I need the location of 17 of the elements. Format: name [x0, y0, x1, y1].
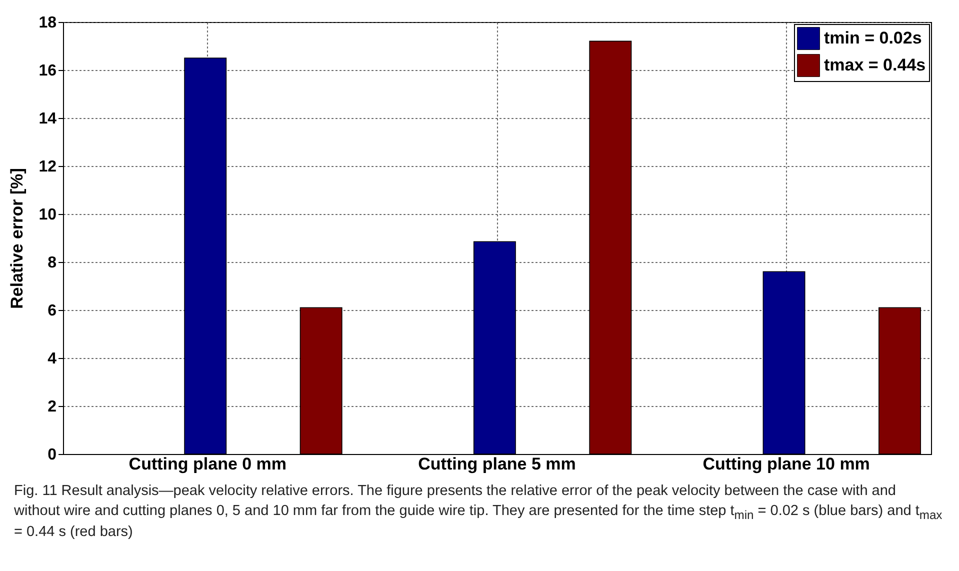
text: Fig. 11 Result analysis—peak velocity relative errors. The figure presents the relative error of the peak velocity between the case with and without wire and cutting planes 0, 5 and 10 mm far from the guide wire tip. They are presented for the time step t$_{min}$ = 0.02 s (blue bars) and t$_{max}$ = 0.44 s (red bars): [14, 483, 942, 540]
y-axis-title: Relative error [%]: [8, 168, 27, 309]
y-tick-label: 14: [38, 110, 57, 128]
y-tick-label: 2: [48, 398, 57, 416]
y-tick-label: 8: [48, 254, 57, 272]
legend-label: tmin = 0.02s: [824, 28, 922, 48]
y-tick-label: 12: [38, 158, 57, 176]
y-tick-label: 0: [48, 446, 57, 464]
x-tick-label: Cutting plane 0 mm: [128, 454, 287, 474]
y-tick-label: 16: [38, 62, 57, 80]
x-tick-label: Cutting plane 10 mm: [702, 454, 870, 474]
y-tick-label: 4: [48, 350, 57, 368]
x-tick-label: Cutting plane 5 mm: [418, 454, 576, 474]
legend-label: tmax = 0.44s: [824, 56, 926, 74]
y-tick-label: 18: [38, 14, 57, 32]
y-tick-label: 6: [48, 302, 57, 320]
y-tick-label: 10: [38, 206, 57, 224]
